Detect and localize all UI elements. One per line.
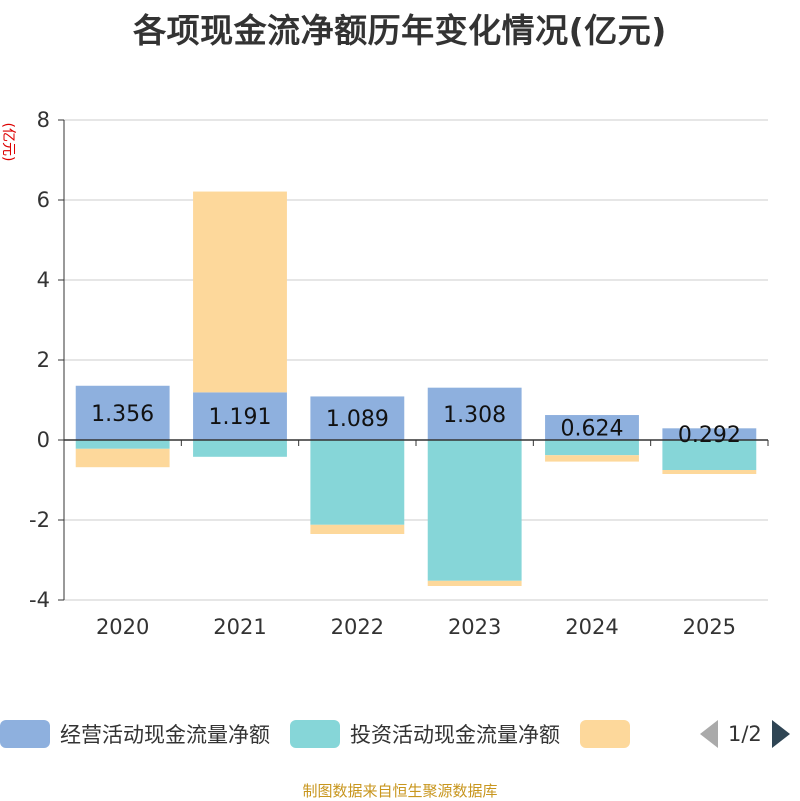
bar-s1-2023 xyxy=(427,440,522,581)
chart-title: 各项现金流净额历年变化情况(亿元) xyxy=(133,11,667,50)
bar-s0-2020 xyxy=(75,385,170,440)
source-note: 制图数据来自恒生聚源数据库 xyxy=(302,782,498,800)
legend-swatch-investing xyxy=(290,720,340,748)
bar-s0-2021 xyxy=(193,392,287,440)
data-label-2020: 1.356 xyxy=(91,402,154,427)
y-tick-label: -4 xyxy=(29,588,50,612)
x-tick-label-2025: 2025 xyxy=(683,615,736,639)
data-label-2022: 1.089 xyxy=(326,407,389,432)
legend-label-operating: 经营活动现金流量净额 xyxy=(60,723,270,747)
legend-item-financing[interactable] xyxy=(580,720,640,748)
legend-swatch-operating xyxy=(0,720,50,748)
bar-s1-2021 xyxy=(193,440,287,457)
bar-s0-2022 xyxy=(310,396,405,440)
legend-swatch-financing xyxy=(580,720,630,748)
y-tick-label: 4 xyxy=(37,268,50,292)
data-label-2024: 0.624 xyxy=(561,417,624,442)
bar-s2-2020 xyxy=(75,448,170,468)
legend-item-operating[interactable]: 经营活动现金流量净额 xyxy=(0,719,270,749)
y-axis-unit-label: (亿元) xyxy=(0,123,16,162)
legend-label-investing: 投资活动现金流量净额 xyxy=(350,723,560,747)
bar-s2-2023 xyxy=(427,580,522,586)
bar-s1-2022 xyxy=(310,440,405,525)
bar-s1-2020 xyxy=(75,440,170,449)
bar-s0-2024 xyxy=(545,415,639,440)
legend: 经营活动现金流量净额 投资活动现金流量净额 1/2 xyxy=(0,716,800,752)
legend-pager: 1/2 xyxy=(700,716,790,752)
x-tick-label-2024: 2024 xyxy=(565,615,618,639)
x-tick-label-2020: 2020 xyxy=(96,615,149,639)
y-tick-label: 2 xyxy=(37,348,50,372)
bar-s2-2025 xyxy=(662,470,757,474)
legend-next-arrow-icon[interactable] xyxy=(771,720,790,748)
data-label-2025: 0.292 xyxy=(678,423,741,448)
chart-plot: -4 -2 0 2 4 6 8 (亿元) 1.356 1.191 1.089 1.308 0.624 0.… xyxy=(0,108,769,639)
bar-s0-2025 xyxy=(662,428,757,440)
y-tick-label: 0 xyxy=(37,428,50,452)
bar-s2-2022 xyxy=(310,524,405,534)
bar-s2-2021 xyxy=(193,191,287,393)
x-tick-label-2023: 2023 xyxy=(448,615,501,639)
bar-s1-2024 xyxy=(545,440,639,456)
legend-page-indicator: 1/2 xyxy=(728,722,762,746)
bar-s1-2025 xyxy=(662,440,757,470)
legend-prev-arrow-icon[interactable] xyxy=(700,720,718,748)
x-tick-label-2022: 2022 xyxy=(331,615,384,639)
data-label-2023: 1.308 xyxy=(443,403,506,428)
bar-s0-2023 xyxy=(427,387,522,440)
y-tick-label: -2 xyxy=(29,508,50,532)
bar-s2-2024 xyxy=(545,455,639,462)
y-tick-label: 6 xyxy=(37,188,50,212)
x-tick-label-2021: 2021 xyxy=(213,615,266,639)
y-tick-label: 8 xyxy=(37,108,50,132)
legend-item-investing[interactable]: 投资活动现金流量净额 xyxy=(290,719,560,749)
data-label-2021: 1.191 xyxy=(209,405,272,430)
